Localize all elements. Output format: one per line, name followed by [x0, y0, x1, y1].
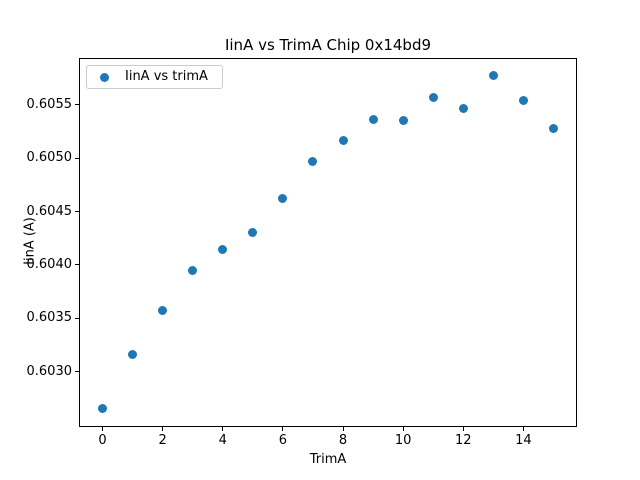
data-point — [488, 70, 498, 80]
data-point — [248, 228, 258, 238]
data-point — [128, 350, 138, 360]
data-point — [308, 156, 318, 166]
x-tick-label: 2 — [158, 433, 167, 448]
y-tick-label: 0.6045 — [26, 203, 73, 219]
data-point — [548, 123, 558, 133]
data-point — [458, 103, 468, 113]
x-tick-label: 4 — [218, 433, 227, 448]
x-tick-mark — [342, 427, 344, 431]
legend[interactable]: IinA vs trimA — [86, 65, 223, 89]
y-tick-label: 0.6050 — [26, 150, 73, 166]
y-tick-mark — [75, 371, 79, 373]
x-tick-label: 14 — [515, 433, 532, 448]
y-axis-label: IinA (A) — [22, 217, 38, 265]
x-tick-label: 10 — [394, 433, 412, 448]
y-tick-mark — [75, 317, 79, 319]
y-tick-mark — [75, 211, 79, 213]
x-tick-mark — [522, 427, 524, 431]
y-tick-label: 0.6055 — [26, 96, 73, 112]
data-point — [338, 135, 348, 145]
x-tick-mark — [162, 427, 164, 431]
data-point — [278, 194, 288, 204]
data-point — [518, 96, 528, 106]
data-point — [188, 265, 198, 275]
data-point — [218, 245, 228, 255]
y-tick-mark — [75, 104, 79, 106]
x-tick-label: 12 — [454, 433, 472, 448]
y-tick-mark — [75, 264, 79, 266]
legend-label: IinA vs trimA — [125, 69, 208, 84]
y-tick-label: 0.6035 — [26, 310, 73, 326]
data-point — [428, 92, 438, 102]
data-point — [368, 115, 378, 125]
data-point — [98, 404, 108, 414]
y-tick-mark — [75, 157, 79, 159]
x-tick-label: 6 — [278, 433, 288, 448]
x-axis-label: TrimA — [309, 452, 347, 467]
x-tick-mark — [282, 427, 284, 431]
x-tick-mark — [402, 427, 404, 431]
plot-area — [79, 58, 577, 427]
data-point — [398, 116, 408, 126]
x-tick-label: 8 — [338, 433, 348, 448]
x-tick-label: 0 — [98, 433, 107, 448]
x-tick-mark — [102, 427, 104, 431]
chart-title: IinA vs TrimA Chip 0x14bd9 — [224, 36, 432, 54]
x-tick-mark — [462, 427, 464, 431]
x-tick-mark — [222, 427, 224, 431]
legend-marker-dot — [100, 72, 109, 82]
data-point — [158, 306, 168, 316]
y-tick-label: 0.6040 — [26, 256, 73, 272]
y-tick-label: 0.6030 — [26, 363, 73, 379]
